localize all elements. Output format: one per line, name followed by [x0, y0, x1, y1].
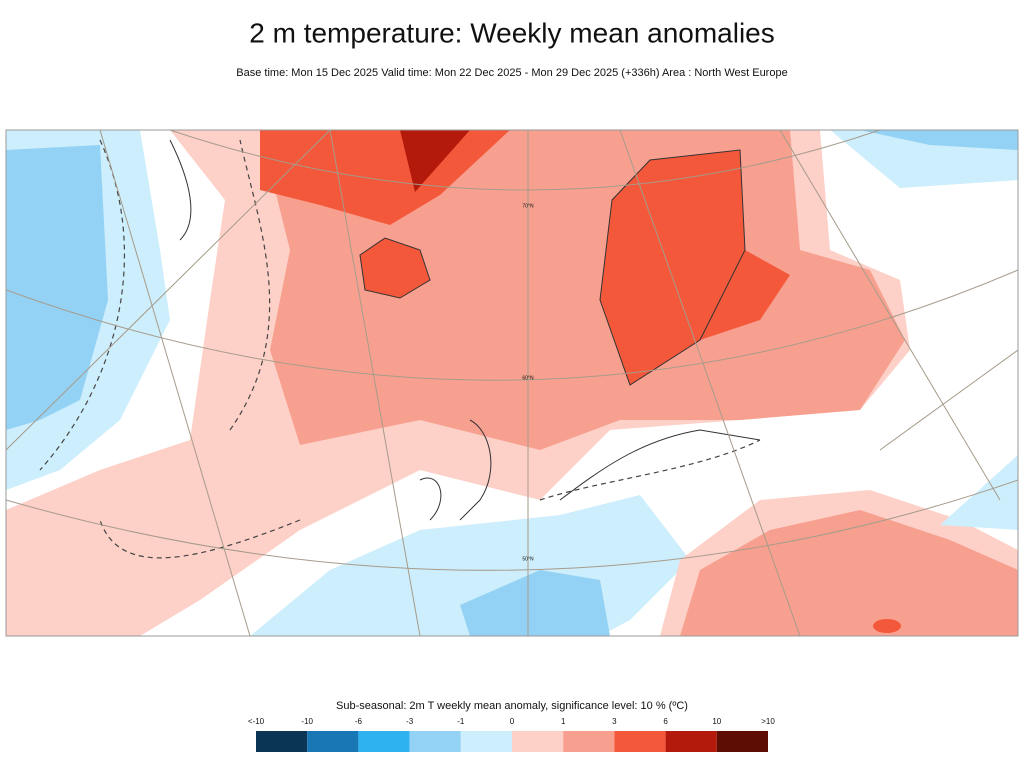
anomaly-area — [860, 130, 1018, 150]
legend-swatch — [358, 731, 410, 752]
subtitle: Base time: Mon 15 Dec 2025 Valid time: M… — [236, 67, 787, 79]
anomaly-area — [680, 510, 1018, 636]
legend-label: -6 — [355, 717, 363, 726]
legend-label: -10 — [301, 717, 313, 726]
map: 70°N 60°N 50°N — [6, 130, 1018, 636]
legend-swatch — [665, 731, 717, 752]
legend-label: 10 — [712, 717, 721, 726]
legend-label: -1 — [457, 717, 465, 726]
legend-swatch — [409, 731, 461, 752]
legend: <-10 -10 -6 -3 -1 0 1 3 6 10 >10 — [248, 717, 775, 752]
coastline — [169, 139, 761, 521]
anomaly-area — [360, 238, 430, 298]
legend-swatch — [256, 731, 308, 752]
legend-label: 3 — [612, 717, 617, 726]
anomaly-area — [873, 619, 901, 633]
legend-swatch — [563, 731, 615, 752]
legend-swatch — [460, 731, 512, 752]
legend-swatch — [716, 731, 768, 752]
anomaly-area — [460, 570, 610, 636]
grid-label: 70°N — [522, 203, 534, 209]
title: 2 m temperature: Weekly mean anomalies — [249, 17, 775, 48]
legend-label: 6 — [663, 717, 668, 726]
grid-label: 50°N — [522, 556, 534, 562]
legend-swatch — [512, 731, 564, 752]
legend-label: <-10 — [248, 717, 265, 726]
anomaly-area — [400, 130, 470, 192]
legend-swatch — [307, 731, 359, 752]
map-frame — [5, 129, 1019, 637]
significance-contour — [39, 139, 761, 559]
grid-label: 60°N — [522, 375, 534, 381]
legend-label: >10 — [761, 717, 775, 726]
anomaly-area — [260, 130, 905, 450]
legend-label: 1 — [561, 717, 566, 726]
anomaly-area — [6, 145, 108, 430]
legend-label: -3 — [406, 717, 414, 726]
graticule — [6, 130, 1018, 636]
legend-swatch — [614, 731, 666, 752]
legend-label: 0 — [510, 717, 515, 726]
legend-title: Sub-seasonal: 2m T weekly mean anomaly, … — [336, 700, 688, 712]
